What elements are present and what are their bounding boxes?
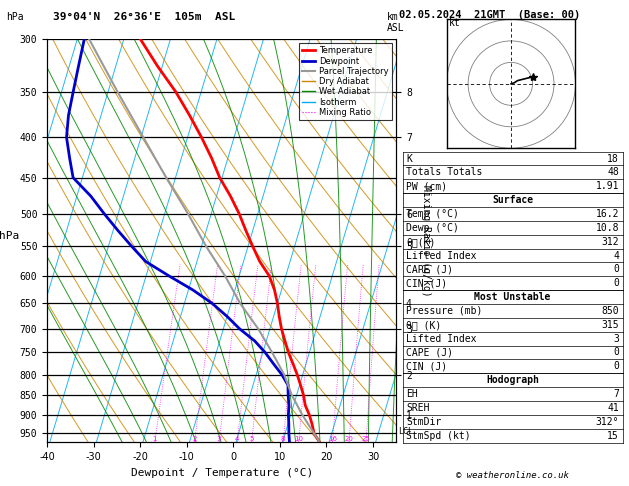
Text: 16: 16 xyxy=(328,436,337,442)
Text: 15: 15 xyxy=(607,431,619,441)
Text: ASL: ASL xyxy=(387,23,404,33)
Text: 312°: 312° xyxy=(596,417,619,427)
Text: Temp (°C): Temp (°C) xyxy=(406,209,459,219)
Text: 5: 5 xyxy=(250,436,254,442)
Text: Lifted Index: Lifted Index xyxy=(406,251,477,260)
Y-axis label: Mixing Ratio (g/kg): Mixing Ratio (g/kg) xyxy=(421,185,431,296)
Text: 1: 1 xyxy=(153,436,157,442)
Text: 0: 0 xyxy=(613,362,619,371)
Text: hPa: hPa xyxy=(6,12,24,22)
Text: Lifted Index: Lifted Index xyxy=(406,334,477,344)
Text: CIN (J): CIN (J) xyxy=(406,278,447,288)
Text: 25: 25 xyxy=(362,436,370,442)
Text: CIN (J): CIN (J) xyxy=(406,362,447,371)
Text: 18: 18 xyxy=(607,154,619,164)
Text: 0: 0 xyxy=(613,264,619,275)
Text: 8: 8 xyxy=(281,436,286,442)
Text: 4: 4 xyxy=(235,436,240,442)
Text: 10.8: 10.8 xyxy=(596,223,619,233)
Text: CAPE (J): CAPE (J) xyxy=(406,347,454,358)
Legend: Temperature, Dewpoint, Parcel Trajectory, Dry Adiabat, Wet Adiabat, Isotherm, Mi: Temperature, Dewpoint, Parcel Trajectory… xyxy=(299,43,392,120)
Text: 850: 850 xyxy=(601,306,619,316)
Text: 7: 7 xyxy=(613,389,619,399)
Text: 3: 3 xyxy=(613,334,619,344)
Text: 0: 0 xyxy=(613,347,619,358)
Text: 20: 20 xyxy=(345,436,353,442)
Text: © weatheronline.co.uk: © weatheronline.co.uk xyxy=(456,471,569,480)
Text: 41: 41 xyxy=(607,403,619,413)
Text: SREH: SREH xyxy=(406,403,430,413)
Text: LCL: LCL xyxy=(398,427,413,436)
Text: 48: 48 xyxy=(607,167,619,177)
X-axis label: Dewpoint / Temperature (°C): Dewpoint / Temperature (°C) xyxy=(131,468,313,478)
Text: kt: kt xyxy=(449,18,460,28)
Text: 10: 10 xyxy=(294,436,303,442)
Text: θᴜ (K): θᴜ (K) xyxy=(406,320,442,330)
Text: Hodograph: Hodograph xyxy=(486,375,539,385)
Text: K: K xyxy=(406,154,412,164)
Text: 4: 4 xyxy=(613,251,619,260)
Text: 3: 3 xyxy=(217,436,221,442)
Text: 312: 312 xyxy=(601,237,619,247)
Text: 315: 315 xyxy=(601,320,619,330)
Text: 0: 0 xyxy=(613,278,619,288)
Text: 39°04'N  26°36'E  105m  ASL: 39°04'N 26°36'E 105m ASL xyxy=(53,12,236,22)
Text: Surface: Surface xyxy=(492,195,533,205)
Text: Most Unstable: Most Unstable xyxy=(474,292,551,302)
Text: 02.05.2024  21GMT  (Base: 00): 02.05.2024 21GMT (Base: 00) xyxy=(399,10,581,20)
Text: StmSpd (kt): StmSpd (kt) xyxy=(406,431,471,441)
Text: θᴜ(K): θᴜ(K) xyxy=(406,237,436,247)
Text: EH: EH xyxy=(406,389,418,399)
Text: Totals Totals: Totals Totals xyxy=(406,167,482,177)
Text: Dewp (°C): Dewp (°C) xyxy=(406,223,459,233)
Text: PW (cm): PW (cm) xyxy=(406,181,447,191)
Text: 2: 2 xyxy=(192,436,197,442)
Text: CAPE (J): CAPE (J) xyxy=(406,264,454,275)
Text: 1.91: 1.91 xyxy=(596,181,619,191)
Text: 16.2: 16.2 xyxy=(596,209,619,219)
Text: km: km xyxy=(387,12,399,22)
Y-axis label: hPa: hPa xyxy=(0,230,19,241)
Text: StmDir: StmDir xyxy=(406,417,442,427)
Text: Pressure (mb): Pressure (mb) xyxy=(406,306,482,316)
